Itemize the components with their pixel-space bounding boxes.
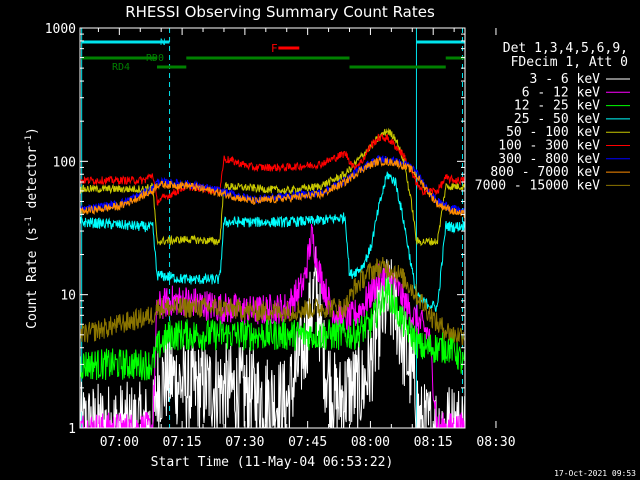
plot-frame (79, 27, 466, 429)
x-tick-label: 08:30 (476, 435, 515, 450)
x-tick-label: 07:15 (163, 435, 202, 450)
x-tick-label: 08:15 (414, 435, 453, 450)
annotation-label-n: N (160, 38, 165, 48)
y-tick-label: 100 (53, 155, 76, 170)
legend-label: 50 - 100 keV (506, 125, 600, 140)
x-tick-label: 07:45 (288, 435, 327, 450)
x-axis-ticks: 07:00 07:15 07:30 07:45 08:00 08:15 08:30 (97, 28, 516, 450)
legend-label: 3 - 6 keV (530, 72, 601, 87)
y-axis-label-sup2: -1 (24, 135, 34, 146)
series-line-2 (80, 275, 465, 381)
annotation-label-f: F (271, 42, 278, 55)
y-tick-label: 10 (60, 289, 76, 304)
y-tick-label: 1000 (45, 22, 76, 37)
series-line-5 (80, 133, 465, 206)
legend: Det 1,3,4,5,6,9, FDecim 1, Att 0 3 - 6 k… (475, 41, 630, 193)
x-tick-label: 07:00 (100, 435, 139, 450)
series-line-1 (80, 223, 465, 428)
y-axis-ticks: 1 10 100 1000 (45, 22, 465, 437)
series-line-7 (80, 155, 465, 219)
x-tick-label: 08:00 (351, 435, 390, 450)
legend-label: 300 - 800 keV (498, 152, 600, 167)
y-axis-label-sup1: -1 (24, 216, 34, 227)
legend-header-2: FDecim 1, Att 0 (511, 55, 628, 70)
legend-header-1: Det 1,3,4,5,6,9, (503, 41, 628, 56)
y-axis-label-mid: detector (25, 146, 40, 217)
series-line-3 (80, 171, 465, 312)
x-tick-label: 07:30 (225, 435, 264, 450)
annotation-label-rd4: RD4 (112, 62, 130, 73)
legend-label: 7000 - 15000 keV (475, 178, 600, 193)
legend-label: 12 - 25 keV (514, 99, 600, 114)
y-axis-label-end: ) (25, 127, 40, 135)
annotation-label-rd0: RD0 (146, 53, 164, 64)
legend-label: 25 - 50 keV (514, 112, 600, 127)
y-tick-label: 1 (68, 422, 76, 437)
legend-label: 100 - 300 keV (498, 139, 600, 154)
x-axis-label: Start Time (11-May-04 06:53:22) (151, 455, 394, 470)
legend-label: 800 - 7000 keV (490, 165, 600, 180)
series-line-8 (80, 256, 465, 346)
y-axis-label: Count Rate (s-1 detector-1) (24, 127, 40, 329)
series-line-0 (80, 246, 465, 428)
chart-title: RHESSI Observing Summary Count Rates (125, 3, 435, 21)
legend-label: 6 - 12 keV (522, 85, 600, 100)
plot-area (80, 28, 465, 428)
timestamp: 17-Oct-2021 09:53 (554, 469, 636, 478)
y-axis-label-main: Count Rate (s (25, 227, 40, 329)
